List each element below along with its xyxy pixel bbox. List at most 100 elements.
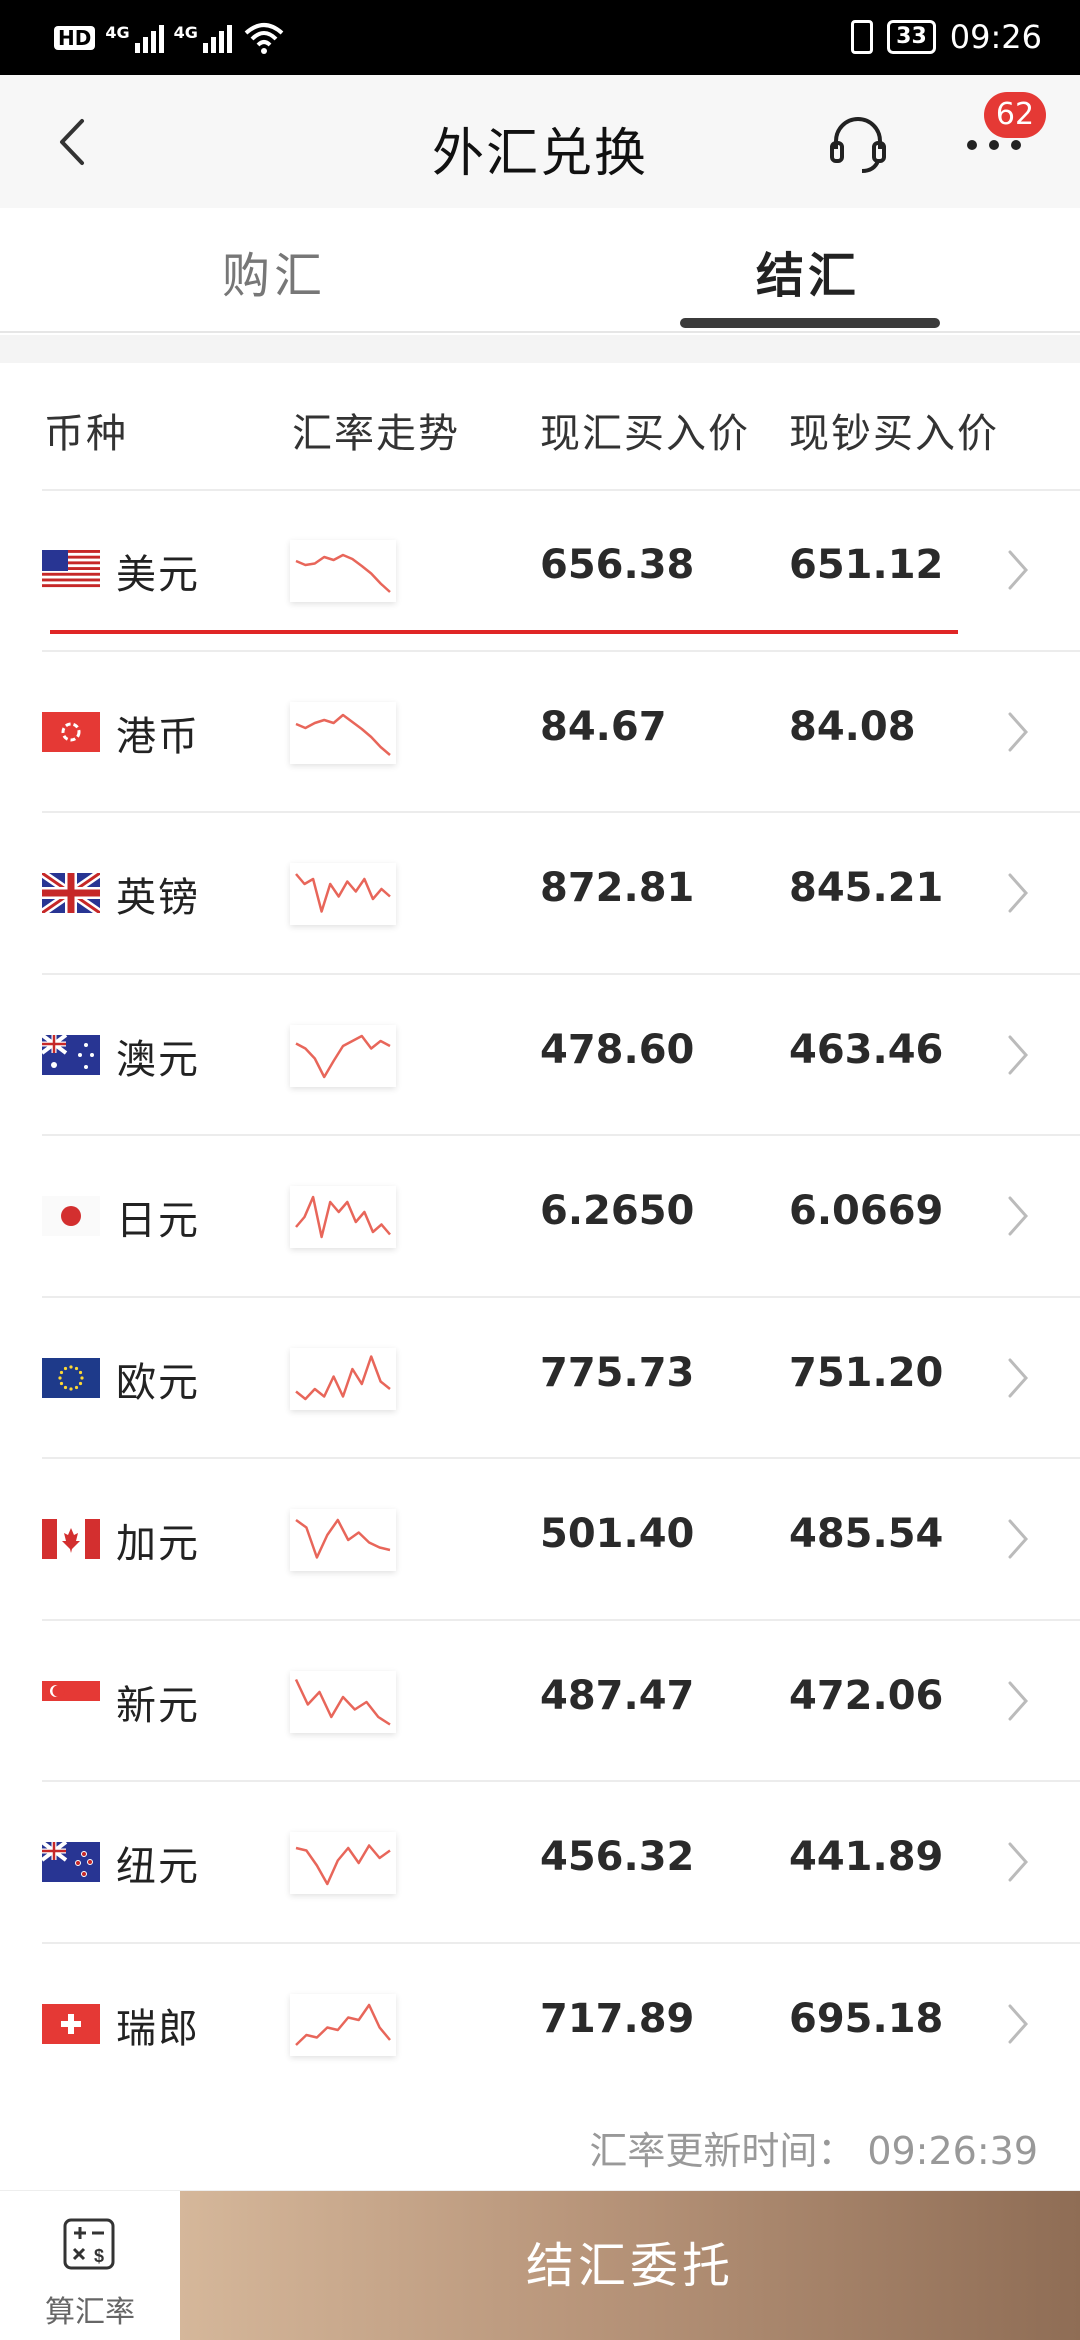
spot-buy-price: 775.73 xyxy=(540,1349,695,1396)
hk-flag-icon xyxy=(42,711,100,752)
divider xyxy=(42,1618,1080,1621)
currency-row[interactable]: 欧元 775.73 751.20 xyxy=(0,1298,1080,1459)
active-tab-indicator xyxy=(680,318,940,328)
trend-sparkline xyxy=(290,863,396,925)
header-cash-buy: 现钞买入价 xyxy=(789,411,999,457)
currency-row[interactable]: 加元 501.40 485.54 xyxy=(0,1459,1080,1621)
spot-buy-price: 6.2650 xyxy=(540,1188,695,1234)
header-trend: 汇率走势 xyxy=(292,411,460,457)
chevron-right-icon xyxy=(1004,1194,1032,1238)
status-bar: HD 4G 4G 33 09:26 xyxy=(0,0,1080,75)
chevron-right-icon xyxy=(1004,548,1032,592)
spot-buy-price: 656.38 xyxy=(540,542,695,588)
cash-buy-price: 485.54 xyxy=(789,1511,944,1557)
cash-buy-price: 441.89 xyxy=(789,1834,944,1880)
uk-flag-icon xyxy=(42,873,100,913)
rate-table-header: 币种 汇率走势 现汇买入价 现钞买入价 xyxy=(0,363,1080,491)
trend-line xyxy=(295,2003,391,2046)
spot-buy-price: 872.81 xyxy=(540,865,695,911)
trend-line xyxy=(295,1844,391,1886)
trend-sparkline xyxy=(290,1509,396,1571)
trend-sparkline xyxy=(290,1186,396,1248)
divider xyxy=(42,1295,1080,1298)
spot-buy-price: 84.67 xyxy=(540,703,667,750)
selected-row-indicator xyxy=(50,629,958,634)
chevron-right-icon xyxy=(1004,1840,1032,1884)
currency-name: 瑞郎 xyxy=(116,2005,200,2052)
trend-line xyxy=(295,1195,391,1239)
divider xyxy=(42,649,1080,652)
tab-buy[interactable]: 购汇 xyxy=(222,248,327,304)
battery-icon: 33 xyxy=(887,20,936,54)
currency-row[interactable]: 港币 84.67 84.08 xyxy=(0,652,1080,813)
trend-line xyxy=(295,873,391,913)
wifi-icon xyxy=(244,23,284,54)
trend-line xyxy=(295,1354,391,1400)
chevron-right-icon xyxy=(1004,710,1032,754)
currency-row[interactable]: 美元 656.38 651.12 xyxy=(0,490,1080,652)
currency-name: 美元 xyxy=(116,552,200,598)
currency-row[interactable]: 澳元 478.60 463.46 xyxy=(0,975,1080,1136)
currency-row[interactable]: 新元 487.47 472.06 xyxy=(0,1621,1080,1782)
cash-buy-price: 84.08 xyxy=(789,703,916,750)
currency-row[interactable]: 英镑 872.81 845.21 xyxy=(0,813,1080,975)
divider xyxy=(42,1457,1080,1459)
update-time: 汇率更新时间： 09:26:39 xyxy=(0,2120,1038,2175)
divider xyxy=(42,811,1080,813)
update-time-value: 09:26:39 xyxy=(867,2129,1038,2173)
spot-buy-price: 456.32 xyxy=(540,1834,695,1880)
tab-bar: 购汇 结汇 xyxy=(0,208,1080,333)
tab-sell[interactable]: 结汇 xyxy=(756,248,861,304)
spot-buy-price: 501.40 xyxy=(540,1511,695,1557)
trend-line xyxy=(295,553,391,593)
currency-name: 加元 xyxy=(116,1521,200,1567)
currency-row[interactable]: 纽元 456.32 441.89 xyxy=(0,1782,1080,1944)
us-flag-icon xyxy=(42,550,100,590)
nz-flag-icon xyxy=(42,1842,100,1882)
signal-icon: 4G xyxy=(174,23,232,53)
trend-sparkline xyxy=(290,1670,396,1733)
cash-buy-price: 751.20 xyxy=(789,1349,944,1396)
trend-sparkline xyxy=(290,1993,396,2056)
currency-name: 日元 xyxy=(116,1198,200,1244)
customer-service-icon[interactable] xyxy=(826,111,890,175)
vibrate-icon xyxy=(851,20,874,54)
trend-sparkline xyxy=(290,540,396,602)
calculator-icon: $ xyxy=(63,2218,115,2270)
divider xyxy=(42,1941,1080,1944)
hd-icon: HD xyxy=(54,26,96,50)
currency-row[interactable]: 日元 6.2650 6.0669 xyxy=(0,1136,1080,1298)
divider xyxy=(42,1134,1080,1136)
calculator-label: 算汇率 xyxy=(45,2295,135,2330)
cash-buy-price: 463.46 xyxy=(789,1026,944,1073)
back-arrow-icon[interactable] xyxy=(52,117,92,167)
app-header: 外汇兑换 62 xyxy=(0,75,1080,208)
trend-sparkline xyxy=(290,701,396,764)
cash-buy-price: 6.0669 xyxy=(789,1188,944,1234)
cash-buy-price: 472.06 xyxy=(789,1672,944,1719)
calculator-button[interactable]: $ 算汇率 xyxy=(0,2191,180,2340)
submit-order-button[interactable]: 结汇委托 xyxy=(180,2191,1080,2340)
ca-flag-icon xyxy=(42,1519,100,1559)
trend-sparkline xyxy=(290,1024,396,1087)
bottom-bar: $ 算汇率 结汇委托 xyxy=(0,2190,1080,2340)
spot-buy-price: 487.47 xyxy=(540,1672,695,1719)
trend-sparkline xyxy=(290,1832,396,1894)
update-label: 汇率更新时间： xyxy=(589,2129,856,2173)
cash-buy-price: 695.18 xyxy=(789,1995,944,2042)
sg-flag-icon xyxy=(42,1680,100,1721)
currency-row[interactable]: 瑞郎 717.89 695.18 xyxy=(0,1944,1080,2106)
au-flag-icon xyxy=(42,1034,100,1075)
spot-buy-price: 478.60 xyxy=(540,1026,695,1073)
trend-line xyxy=(295,1518,391,1559)
more-icon[interactable] xyxy=(958,115,1030,175)
trend-sparkline xyxy=(290,1347,396,1410)
trend-line xyxy=(294,1678,391,1726)
header-spot-buy: 现汇买入价 xyxy=(540,411,750,457)
section-divider xyxy=(0,335,1080,363)
cash-buy-price: 845.21 xyxy=(789,865,944,911)
rate-table-body: 美元 656.38 651.12 港币 84.67 84.08 英镑 872.81 845.21… xyxy=(0,490,1080,2105)
ch-flag-icon xyxy=(42,2003,100,2044)
svg-text:$: $ xyxy=(94,2246,104,2266)
divider xyxy=(42,489,1080,491)
